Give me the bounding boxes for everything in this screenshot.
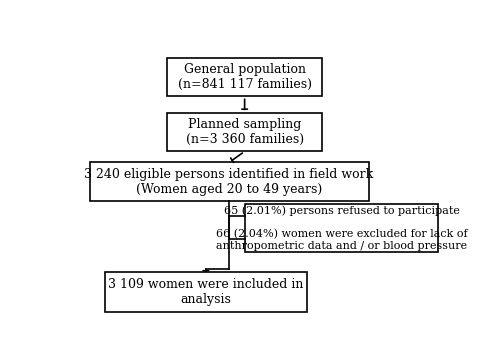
- Text: 3 109 women were included in
analysis: 3 109 women were included in analysis: [108, 278, 304, 306]
- FancyBboxPatch shape: [105, 272, 306, 312]
- Text: 65 (2.01%) persons refused to participate

66 (2.04%) women were excluded for la: 65 (2.01%) persons refused to participat…: [216, 206, 468, 251]
- Text: Planned sampling
(n=3 360 families): Planned sampling (n=3 360 families): [186, 118, 304, 146]
- Text: 3 240 eligible persons identified in field work
(Women aged 20 to 49 years): 3 240 eligible persons identified in fie…: [84, 168, 374, 196]
- Text: General population
(n=841 117 families): General population (n=841 117 families): [178, 63, 312, 91]
- FancyBboxPatch shape: [167, 113, 322, 151]
- FancyBboxPatch shape: [90, 162, 368, 201]
- FancyBboxPatch shape: [167, 58, 322, 96]
- FancyBboxPatch shape: [244, 204, 438, 252]
